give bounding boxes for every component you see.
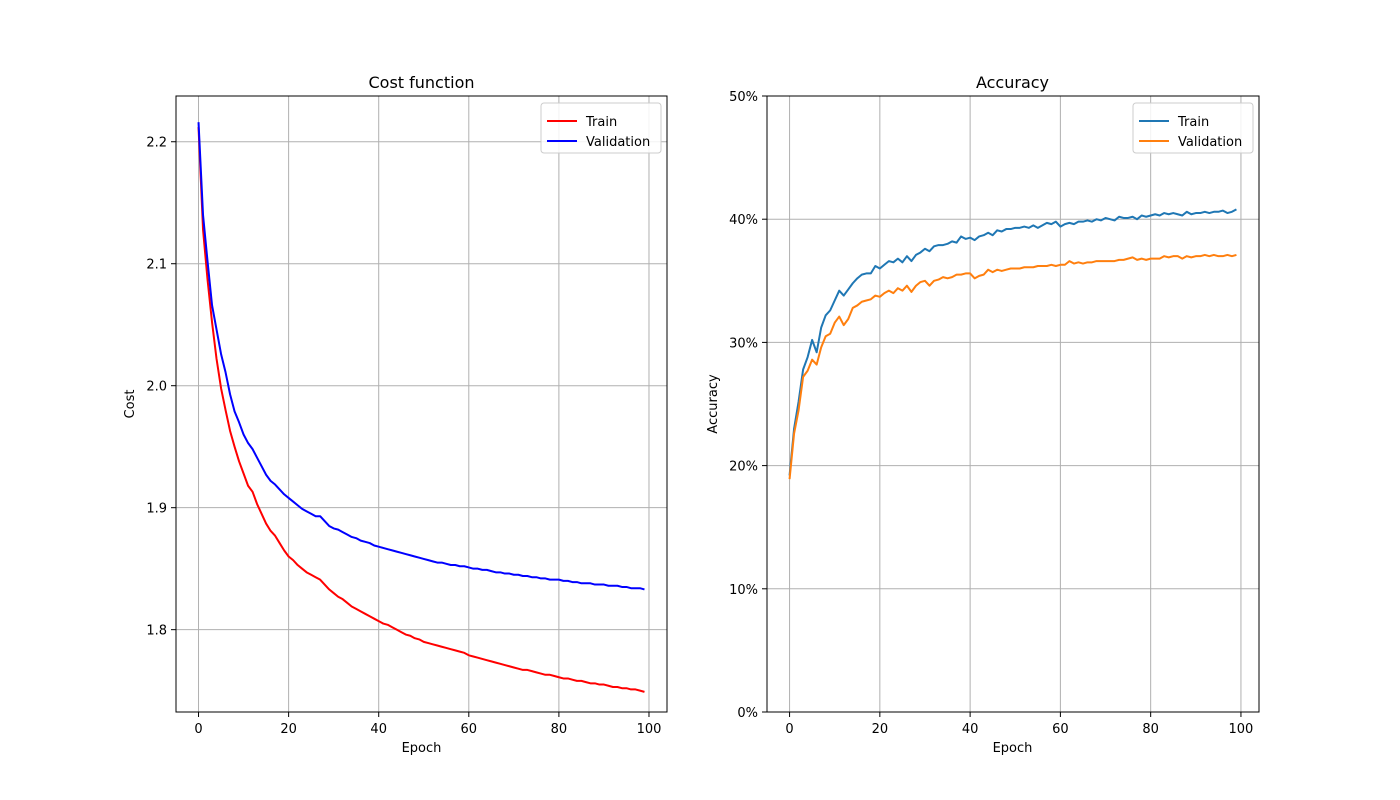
y-tick-label: 10% [729, 583, 758, 598]
y-axis-label: Accuracy [706, 374, 721, 434]
series-line-validation [790, 255, 1237, 479]
y-tick-label: 30% [729, 336, 758, 351]
plot-frame [767, 96, 1259, 712]
x-tick-label: 20 [872, 722, 889, 737]
y-tick-label: 50% [729, 90, 758, 105]
legend: Train Validation [1133, 103, 1253, 153]
accuracy-chart: Accuracy Epoch Accuracy 0 20 40 60 80 100 0% 10… [706, 73, 1259, 756]
legend-label: Validation [1178, 135, 1242, 150]
y-axis-label: Cost [123, 390, 138, 419]
x-tick-label: 100 [637, 722, 662, 737]
x-tick-label: 60 [1052, 722, 1069, 737]
chart-title: Cost function [368, 73, 474, 92]
cost-function-chart: Cost function Epoch Cost 0 20 40 60 80 100 1.8… [123, 73, 667, 756]
x-axis-label: Epoch [402, 741, 442, 756]
x-tick-label: 40 [962, 722, 979, 737]
legend: Train Validation [541, 103, 661, 153]
x-tick-label: 40 [370, 722, 387, 737]
y-tick-label: 20% [729, 460, 758, 475]
y-tick-label: 2.2 [146, 136, 167, 151]
y-tick-label: 2.0 [146, 380, 167, 395]
x-tick-label: 80 [551, 722, 568, 737]
x-tick-label: 0 [194, 722, 202, 737]
x-tick-label: 20 [280, 722, 297, 737]
y-tick-label: 1.8 [146, 624, 167, 639]
legend-label: Train [1177, 115, 1209, 130]
y-tick-label: 40% [729, 213, 758, 228]
x-tick-label: 100 [1229, 722, 1254, 737]
legend-label: Validation [586, 135, 650, 150]
x-axis-label: Epoch [993, 741, 1033, 756]
y-tick-label: 2.1 [146, 258, 167, 273]
series-line-train [199, 127, 645, 692]
legend-label: Train [585, 115, 617, 130]
x-tick-label: 60 [461, 722, 478, 737]
y-tick-label: 0% [737, 706, 758, 721]
series-line-validation [199, 122, 645, 589]
chart-title: Accuracy [976, 73, 1049, 92]
x-tick-label: 0 [785, 722, 793, 737]
x-tick-label: 80 [1142, 722, 1159, 737]
y-tick-label: 1.9 [146, 502, 167, 517]
plot-frame [176, 96, 667, 712]
